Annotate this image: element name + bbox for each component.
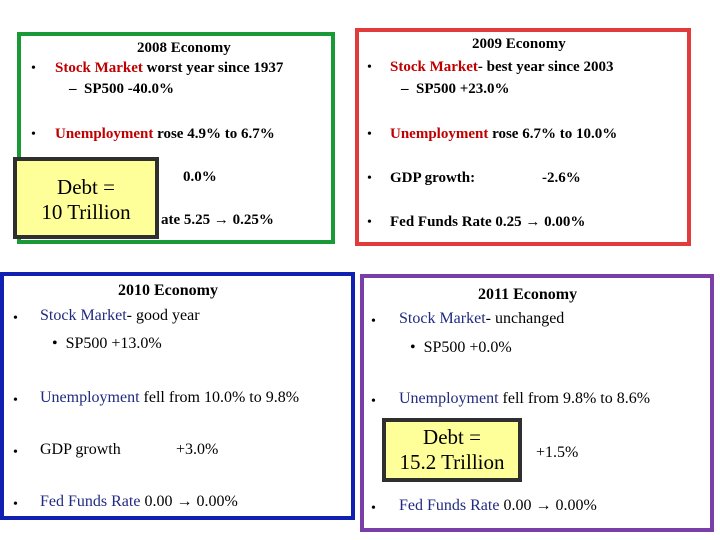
panel-2011: 2011 Economy • Stock Market- unchanged •… xyxy=(360,274,714,532)
stock-market-label: Stock Market xyxy=(40,307,127,324)
fed-funds-text: Fed Funds Rate 0.25 → 0.00% xyxy=(390,214,586,230)
sp500-value: SP500 +23.0% xyxy=(416,81,510,97)
bullet: • xyxy=(371,314,376,329)
sp500-value: SP500 +0.0% xyxy=(423,339,512,356)
debt-2011-line2: 15.2 Trillion xyxy=(399,449,505,474)
panel-2010-title: 2010 Economy xyxy=(118,282,218,299)
unemployment-row: Unemployment fell from 9.8% to 8.6% xyxy=(399,390,650,408)
debt-2008-box: Debt = 10 Trillion xyxy=(13,157,159,239)
gdp-label: GDP growth: xyxy=(390,170,476,186)
gdp-value: 0.0% xyxy=(183,169,217,185)
dash: – xyxy=(401,81,409,97)
panel-2008-title: 2008 Economy xyxy=(137,40,231,56)
bullet: • xyxy=(367,127,372,142)
stock-market-label: Stock Market xyxy=(390,59,478,75)
unemployment-row: Unemployment rose 4.9% to 6.7% xyxy=(55,126,275,143)
gdp-label: GDP growth xyxy=(40,441,121,458)
stock-market-row: Stock Market worst year since 1937 xyxy=(55,60,283,77)
unemployment-label: Unemployment xyxy=(399,390,499,407)
stock-market-row: Stock Market- unchanged xyxy=(399,310,564,328)
panel-2009-title: 2009 Economy xyxy=(472,36,566,52)
stock-market-row: Stock Market- best year since 2003 xyxy=(390,59,613,76)
bullet: • xyxy=(31,61,36,76)
unemployment-text: fell from 10.0% to 9.8% xyxy=(139,389,300,406)
sp500-row: • SP500 +0.0% xyxy=(410,339,512,357)
bullet: • xyxy=(13,393,18,408)
unemployment-label: Unemployment xyxy=(40,389,140,406)
bullet: • xyxy=(13,311,18,326)
panel-2010: 2010 Economy • Stock Market- good year •… xyxy=(0,272,355,520)
stock-market-row: Stock Market- good year xyxy=(40,307,200,325)
bullet: • xyxy=(371,394,376,409)
stock-market-text: - unchanged xyxy=(485,310,565,327)
panel-2009: 2009 Economy • Stock Market- best year s… xyxy=(355,28,691,246)
unemployment-text: rose 6.7% to 10.0% xyxy=(488,126,618,142)
stock-market-label: Stock Market xyxy=(55,60,143,76)
debt-2011-line1: Debt = xyxy=(423,425,481,449)
stock-market-label: Stock Market xyxy=(399,310,486,327)
fed-funds-row: Fed Funds Rate 0.00 → 0.00% xyxy=(399,497,597,515)
bullet: • xyxy=(367,215,372,230)
debt-2008-line1: Debt = xyxy=(57,175,115,199)
fed-funds-row: Fed Funds Rate 0.00 → 0.00% xyxy=(40,493,238,511)
bullet: • xyxy=(13,497,18,512)
panel-2011-title: 2011 Economy xyxy=(478,286,578,303)
stock-market-text: - good year xyxy=(126,307,200,324)
sp500-value: SP500 +13.0% xyxy=(65,335,162,352)
bullet: • xyxy=(367,171,372,186)
unemployment-row: Unemployment fell from 10.0% to 9.8% xyxy=(40,389,299,407)
fed-funds-label: Fed Funds Rate xyxy=(399,497,500,514)
bullet: • xyxy=(13,445,18,460)
bullet: • xyxy=(367,60,372,75)
bullet: • xyxy=(371,501,376,516)
gdp-value: -2.6% xyxy=(542,170,581,186)
unemployment-label: Unemployment xyxy=(390,126,489,142)
unemployment-label: Unemployment xyxy=(55,126,154,142)
stock-market-text: - best year since 2003 xyxy=(477,59,614,75)
sp500-value: SP500 -40.0% xyxy=(84,81,174,97)
fed-funds-text: 0.00 → 0.00% xyxy=(499,497,597,514)
debt-2008-line2: 10 Trillion xyxy=(41,199,131,224)
fed-funds-text: ate 5.25 → 0.25% xyxy=(161,212,274,228)
sub-bullet: • xyxy=(410,339,416,356)
fed-funds-label: Fed Funds Rate xyxy=(40,493,141,510)
stock-market-text: worst year since 1937 xyxy=(142,60,284,76)
unemployment-row: Unemployment rose 6.7% to 10.0% xyxy=(390,126,617,143)
unemployment-text: fell from 9.8% to 8.6% xyxy=(498,390,651,407)
gdp-value: +3.0% xyxy=(176,441,219,458)
bullet: • xyxy=(31,127,36,142)
sp500-row: – SP500 +23.0% xyxy=(401,81,510,98)
sp500-row: – SP500 -40.0% xyxy=(69,81,174,98)
sub-bullet: • xyxy=(52,335,58,352)
gdp-value: +1.5% xyxy=(536,444,579,461)
fed-funds-text: 0.00 → 0.00% xyxy=(140,493,238,510)
unemployment-text: rose 4.9% to 6.7% xyxy=(153,126,275,142)
sp500-row: • SP500 +13.0% xyxy=(52,335,162,353)
debt-2011-box: Debt = 15.2 Trillion xyxy=(382,418,522,482)
dash: – xyxy=(69,81,77,97)
